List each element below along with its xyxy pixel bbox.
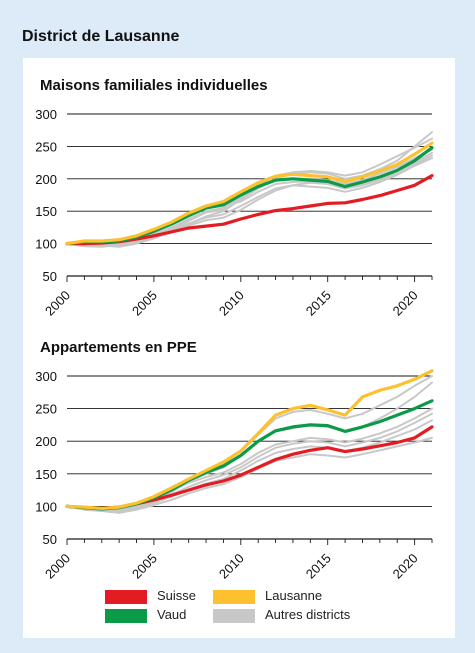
chart-maisons-familiales: Maisons familiales individuelles 50 100 150… — [35, 77, 434, 319]
legend-label-lausanne: Lausanne — [265, 588, 323, 603]
legend-swatch-lausanne — [213, 590, 255, 604]
series-line-ppe-vaud-7 — [65, 399, 434, 511]
y-tick-label-maisons-100: 100 — [35, 237, 57, 252]
series-line-maisons-lausanne-8 — [65, 141, 434, 246]
legend-label-autres-districts: Autres districts — [265, 607, 351, 622]
chart-appartements-ppe: Appartements en PPE 50 100 150 200 250 300 2000… — [35, 339, 434, 582]
y-tick-label-maisons-50: 50 — [43, 269, 57, 284]
y-tick-label-ppe-200: 200 — [35, 434, 57, 449]
y-tick-label-ppe-150: 150 — [35, 467, 57, 482]
x-tick-label-ppe-2015: 2015 — [303, 551, 334, 582]
chart-title-ppe: Appartements en PPE — [40, 339, 197, 356]
series-line-ppe-lausanne-8 — [65, 369, 434, 510]
series-line-ppe-autres-districts-2 — [66, 419, 433, 513]
series-line-maisons-autres-districts-5 — [66, 157, 433, 246]
chart-title-maisons: Maisons familiales individuelles — [40, 77, 268, 94]
legend-label-vaud: Vaud — [157, 607, 187, 622]
legend-swatch-autres-districts — [213, 609, 255, 623]
chart-card — [23, 58, 455, 638]
y-tick-label-ppe-100: 100 — [35, 499, 57, 514]
x-tick-label-ppe-2020: 2020 — [390, 551, 421, 582]
y-tick-label-maisons-150: 150 — [35, 204, 57, 219]
legend-swatch-suisse — [105, 590, 147, 604]
chart-2-content: Appartements en PPE 50 100 150 200 250 300 2000… — [35, 339, 434, 582]
legend-label-suisse: Suisse — [157, 588, 197, 603]
x-tick-label-ppe-2010: 2010 — [216, 551, 247, 582]
page-title: District de Lausanne — [22, 28, 180, 45]
x-tick-label-ppe-2005: 2005 — [129, 551, 160, 582]
legend-swatch-vaud — [105, 609, 147, 623]
x-tick-label-ppe-2000: 2000 — [42, 551, 73, 582]
y-tick-label-ppe-300: 300 — [35, 369, 57, 384]
y-tick-label-ppe-50: 50 — [43, 532, 57, 547]
series-line-ppe-autres-districts-5 — [66, 412, 433, 512]
legend: Suisse Lausanne Vaud Autres districts — [105, 588, 405, 628]
y-tick-label-maisons-200: 200 — [35, 172, 57, 187]
y-tick-label-maisons-300: 300 — [35, 107, 57, 122]
y-tick-label-maisons-250: 250 — [35, 139, 57, 154]
y-tick-label-ppe-250: 250 — [35, 402, 57, 417]
